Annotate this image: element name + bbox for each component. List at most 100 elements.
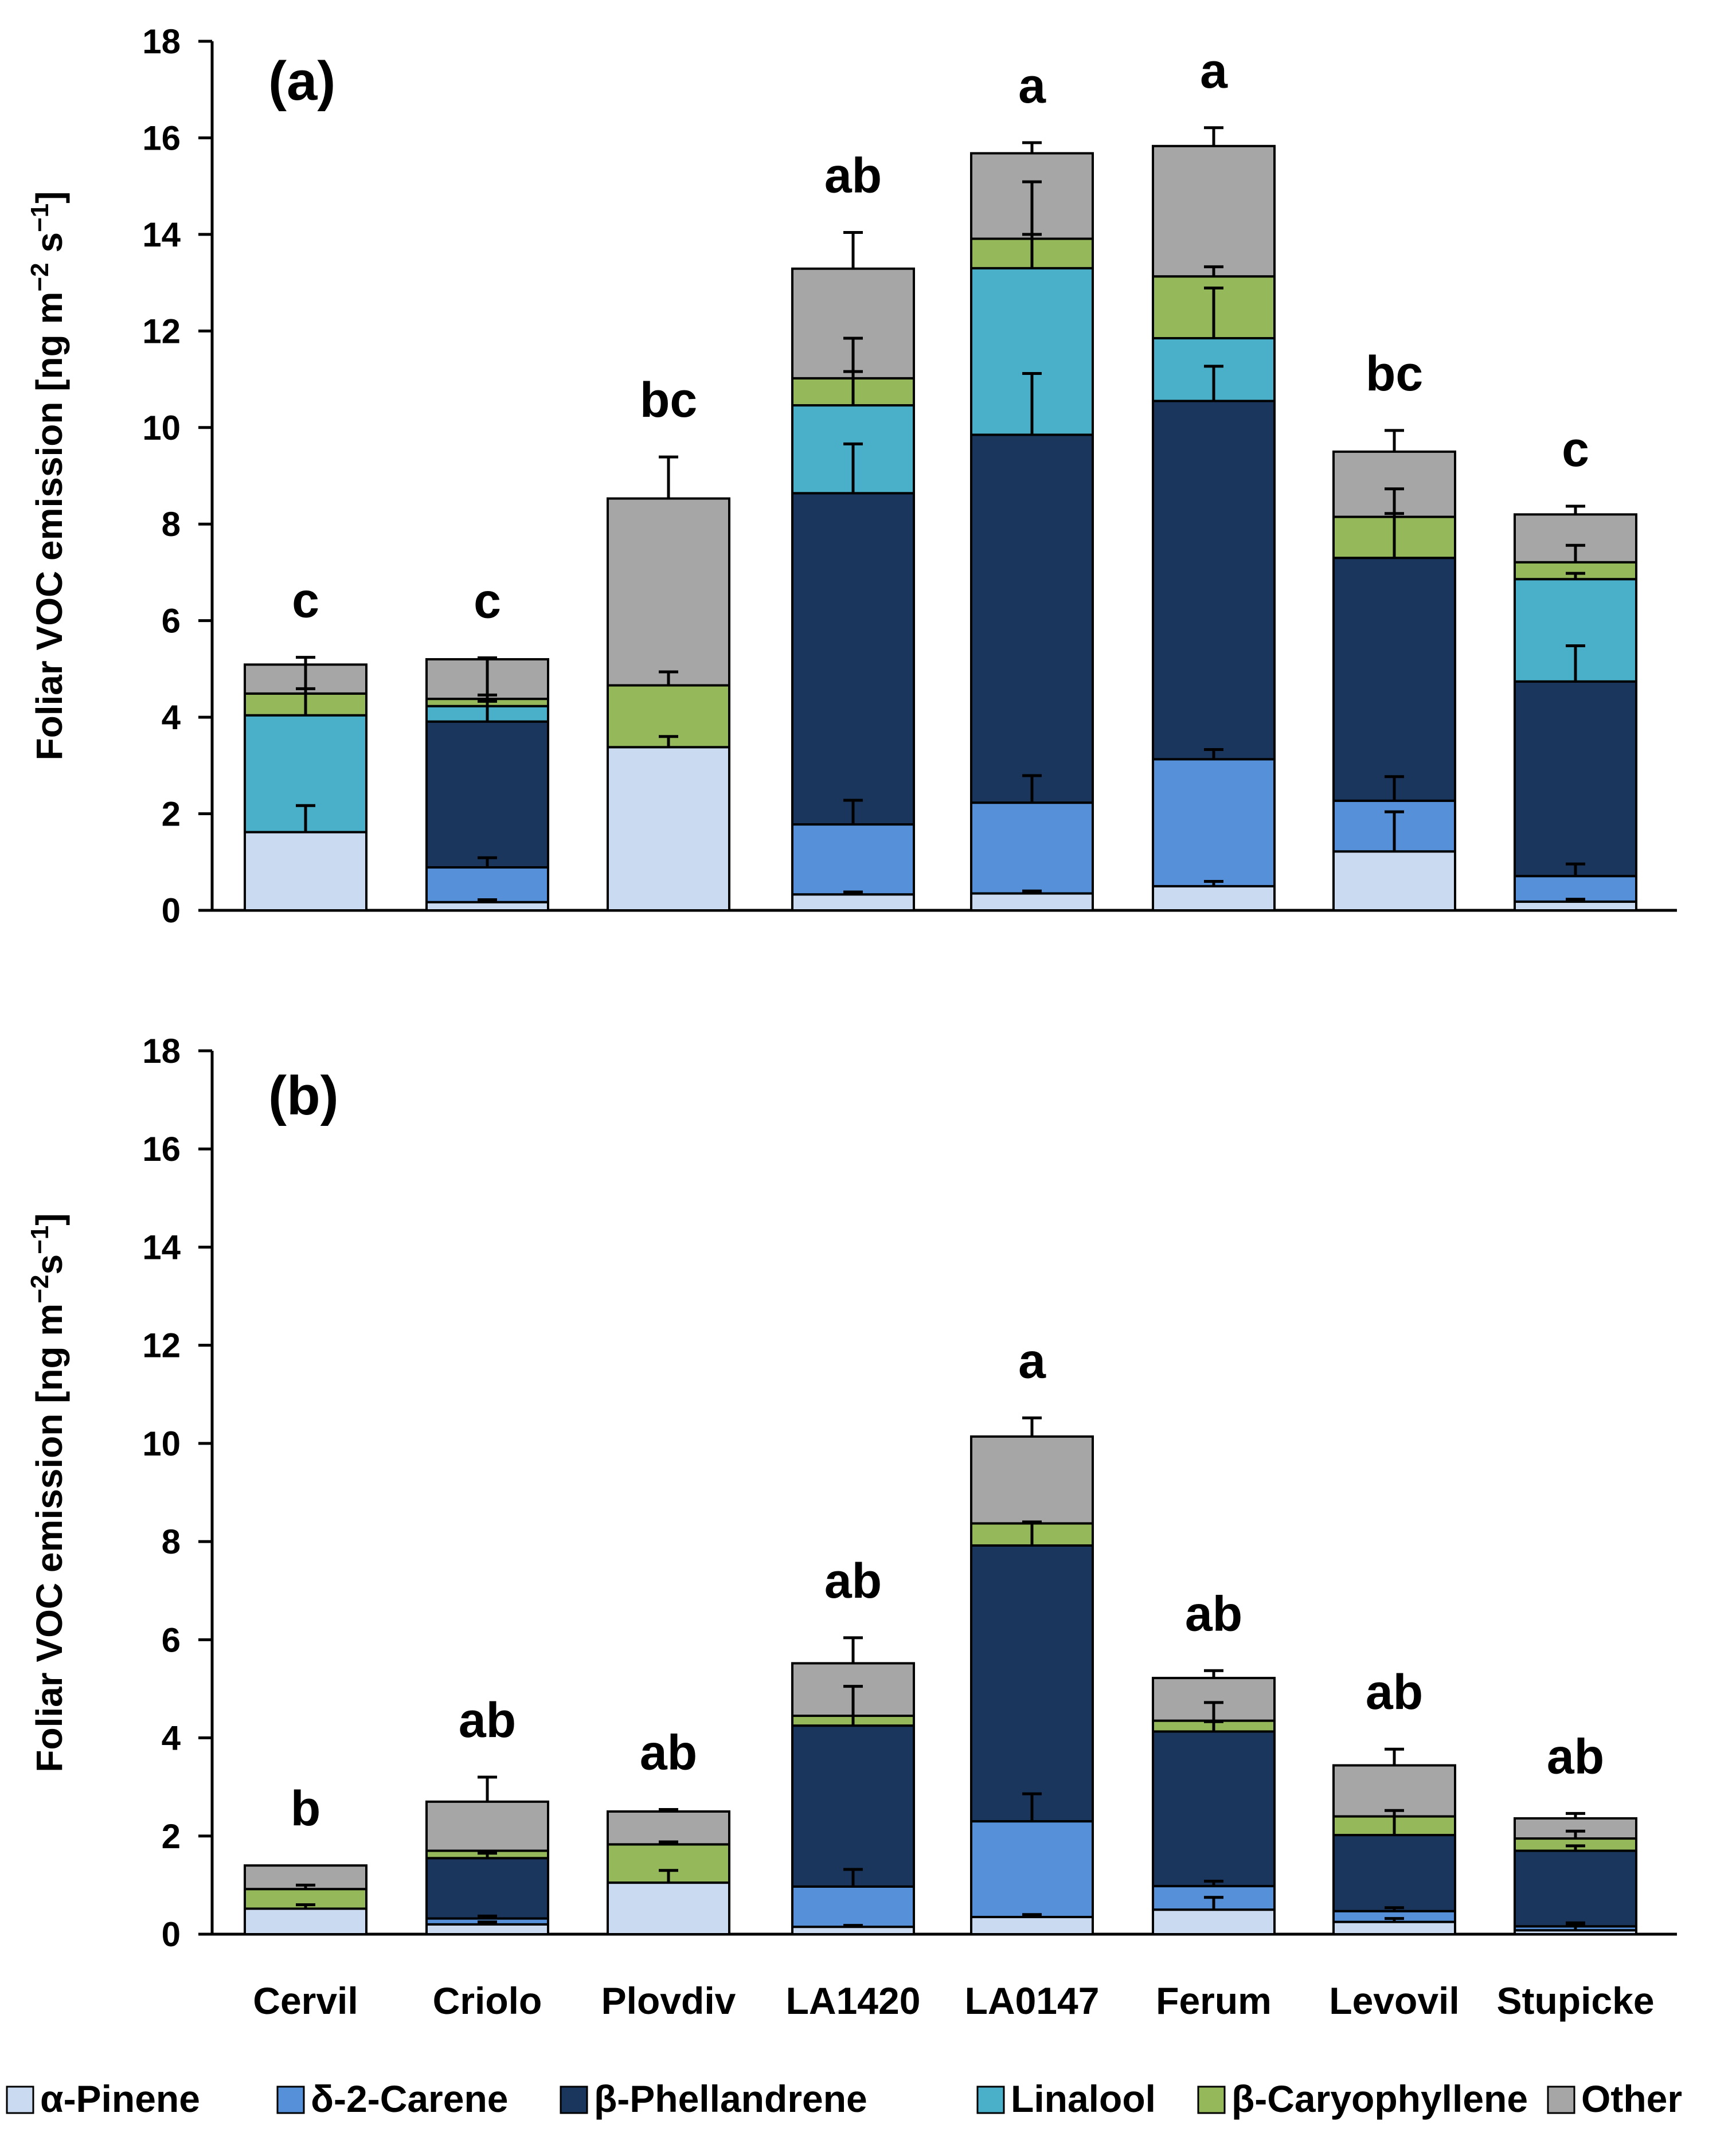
y-tick-label: 2: [162, 795, 181, 834]
legend-label: δ-2-Carene: [311, 2078, 508, 2120]
bar-segment--pinene: [425, 1923, 549, 1935]
legend-swatch: [276, 2086, 305, 2114]
bar-segment--phellandrene: [1152, 1730, 1276, 1888]
x-tick-label: LA0147: [965, 1979, 1100, 2022]
significance-letter: ab: [1547, 1729, 1604, 1784]
legend-swatch: [1547, 2086, 1575, 2114]
bar-segment--2-carene: [970, 801, 1094, 895]
significance-letter: ab: [640, 1726, 697, 1781]
bar-segment--phellandrene: [1514, 1849, 1637, 1928]
bar-segment--phellandrene: [791, 1724, 915, 1888]
significance-letter: bc: [1366, 346, 1423, 401]
bar-segment--2-carene: [1152, 758, 1276, 887]
bar-segment--2-carene: [791, 1885, 915, 1928]
significance-letter: ab: [824, 148, 882, 204]
panel-b: 0 2 4 6 8 10 12 14 16 18 Foliar VOC emission [ng m…: [26, 1032, 1677, 2022]
bar-segment--pinene: [425, 901, 549, 912]
bar-segment--phellandrene: [970, 1544, 1094, 1823]
legend-swatch: [6, 2086, 34, 2114]
bar-segment--phellandrene: [1332, 1834, 1456, 1912]
bar-segment--phellandrene: [791, 492, 915, 826]
significance-letter: ab: [824, 1554, 882, 1609]
y-tick-label: 14: [142, 216, 181, 254]
bar-segment--pinene: [244, 831, 367, 912]
y-tick-label: 6: [162, 602, 181, 640]
bar-segment--pinene: [607, 746, 730, 911]
y-axis-title: Foliar VOC emission [ng m−2s−1]: [26, 1213, 70, 1772]
significance-letter: a: [1018, 58, 1046, 114]
bar-segment--2-carene: [1514, 875, 1637, 903]
significance-letter: b: [291, 1781, 321, 1836]
legend-label: α-Pinene: [40, 2078, 200, 2120]
x-tick-label: Plovdiv: [601, 1979, 736, 2022]
legend-label: β-Phellandrene: [594, 2078, 867, 2120]
significance-letter: bc: [640, 373, 697, 428]
significance-letter: c: [292, 573, 319, 628]
legend-swatch: [976, 2086, 1005, 2114]
panel-a: 0 2 4 6 8 10 12 14 16 18 Foliar VOC emission [ng m…: [26, 22, 1677, 930]
y-tick-label: 18: [142, 1032, 181, 1070]
y-tick-label: 16: [142, 119, 181, 157]
bar-segment--pinene: [607, 1881, 730, 1936]
significance-letter: ab: [1366, 1665, 1423, 1720]
bar-segment--phellandrene: [1152, 400, 1276, 761]
y-tick-label: 2: [162, 1817, 181, 1856]
y-tick-label: 12: [142, 312, 181, 350]
bar-segment-other: [1332, 1764, 1456, 1818]
bar-segment--pinene: [970, 1916, 1094, 1936]
x-tick-label: Ferum: [1156, 1979, 1272, 2022]
y-tick-label: 4: [162, 698, 181, 737]
y-tick-label: 14: [142, 1228, 181, 1266]
y-tick-label: 8: [162, 505, 181, 543]
bar-segment-other: [1152, 144, 1276, 278]
y-tick-label: 10: [142, 409, 181, 447]
x-tick-label: LA1420: [786, 1979, 921, 2022]
legend-swatch: [560, 2086, 588, 2114]
y-tick-label: 6: [162, 1621, 181, 1659]
bar-segment--pinene: [970, 892, 1094, 911]
panel-label: (a): [268, 50, 335, 112]
bar-segment--2-carene: [425, 866, 549, 903]
bar-segment--pinene: [1152, 885, 1276, 912]
legend-label: Linalool: [1011, 2078, 1156, 2120]
y-tick-label: 16: [142, 1130, 181, 1168]
bar-segment--phellandrene: [1514, 680, 1637, 878]
y-tick-label: 0: [162, 1915, 181, 1954]
x-tick-label: Cervil: [253, 1979, 358, 2022]
significance-letter: a: [1200, 44, 1228, 99]
bar-segment--pinene: [1332, 850, 1456, 912]
bar-segment--phellandrene: [970, 433, 1094, 804]
y-tick-label: 4: [162, 1719, 181, 1758]
x-tick-label: Levovil: [1329, 1979, 1459, 2022]
bar-segment--2-carene: [791, 823, 915, 896]
bar-segment--pinene: [1332, 1920, 1456, 1935]
significance-letter: c: [474, 574, 501, 629]
significance-letter: a: [1018, 1333, 1046, 1388]
bar-segment-other: [607, 497, 730, 687]
legend-label: Other: [1581, 2078, 1682, 2120]
bar-segment--phellandrene: [1332, 557, 1456, 802]
bar-segment--phellandrene: [425, 720, 549, 869]
x-tick-label: Criolo: [433, 1979, 542, 2022]
y-tick-label: 10: [142, 1425, 181, 1463]
bar-segment--pinene: [1514, 900, 1637, 911]
legend-swatch: [1197, 2086, 1226, 2114]
bar-segment-other: [970, 1435, 1094, 1525]
significance-letter: ab: [1185, 1586, 1242, 1641]
bar-segment-other: [1514, 513, 1637, 564]
y-tick-label: 0: [162, 891, 181, 930]
y-tick-label: 18: [142, 22, 181, 61]
y-tick-label: 8: [162, 1523, 181, 1561]
bar-segment--2-carene: [970, 1820, 1094, 1919]
panel-label: (b): [268, 1065, 339, 1126]
legend-label: β-Caryophyllene: [1231, 2078, 1528, 2120]
y-axis-title: Foliar VOC emission [ng m−2 s−1]: [26, 191, 70, 761]
y-tick-label: 12: [142, 1327, 181, 1365]
bar-segment--pinene: [791, 893, 915, 911]
bar-segment-other: [607, 1810, 730, 1846]
bar-segment--pinene: [244, 1907, 367, 1935]
significance-letter: c: [1562, 422, 1589, 477]
x-tick-label: Stupicke: [1496, 1979, 1654, 2022]
legend: α-Pinene δ-2-Carene β-Phellandrene Linalool…: [6, 2078, 1682, 2120]
